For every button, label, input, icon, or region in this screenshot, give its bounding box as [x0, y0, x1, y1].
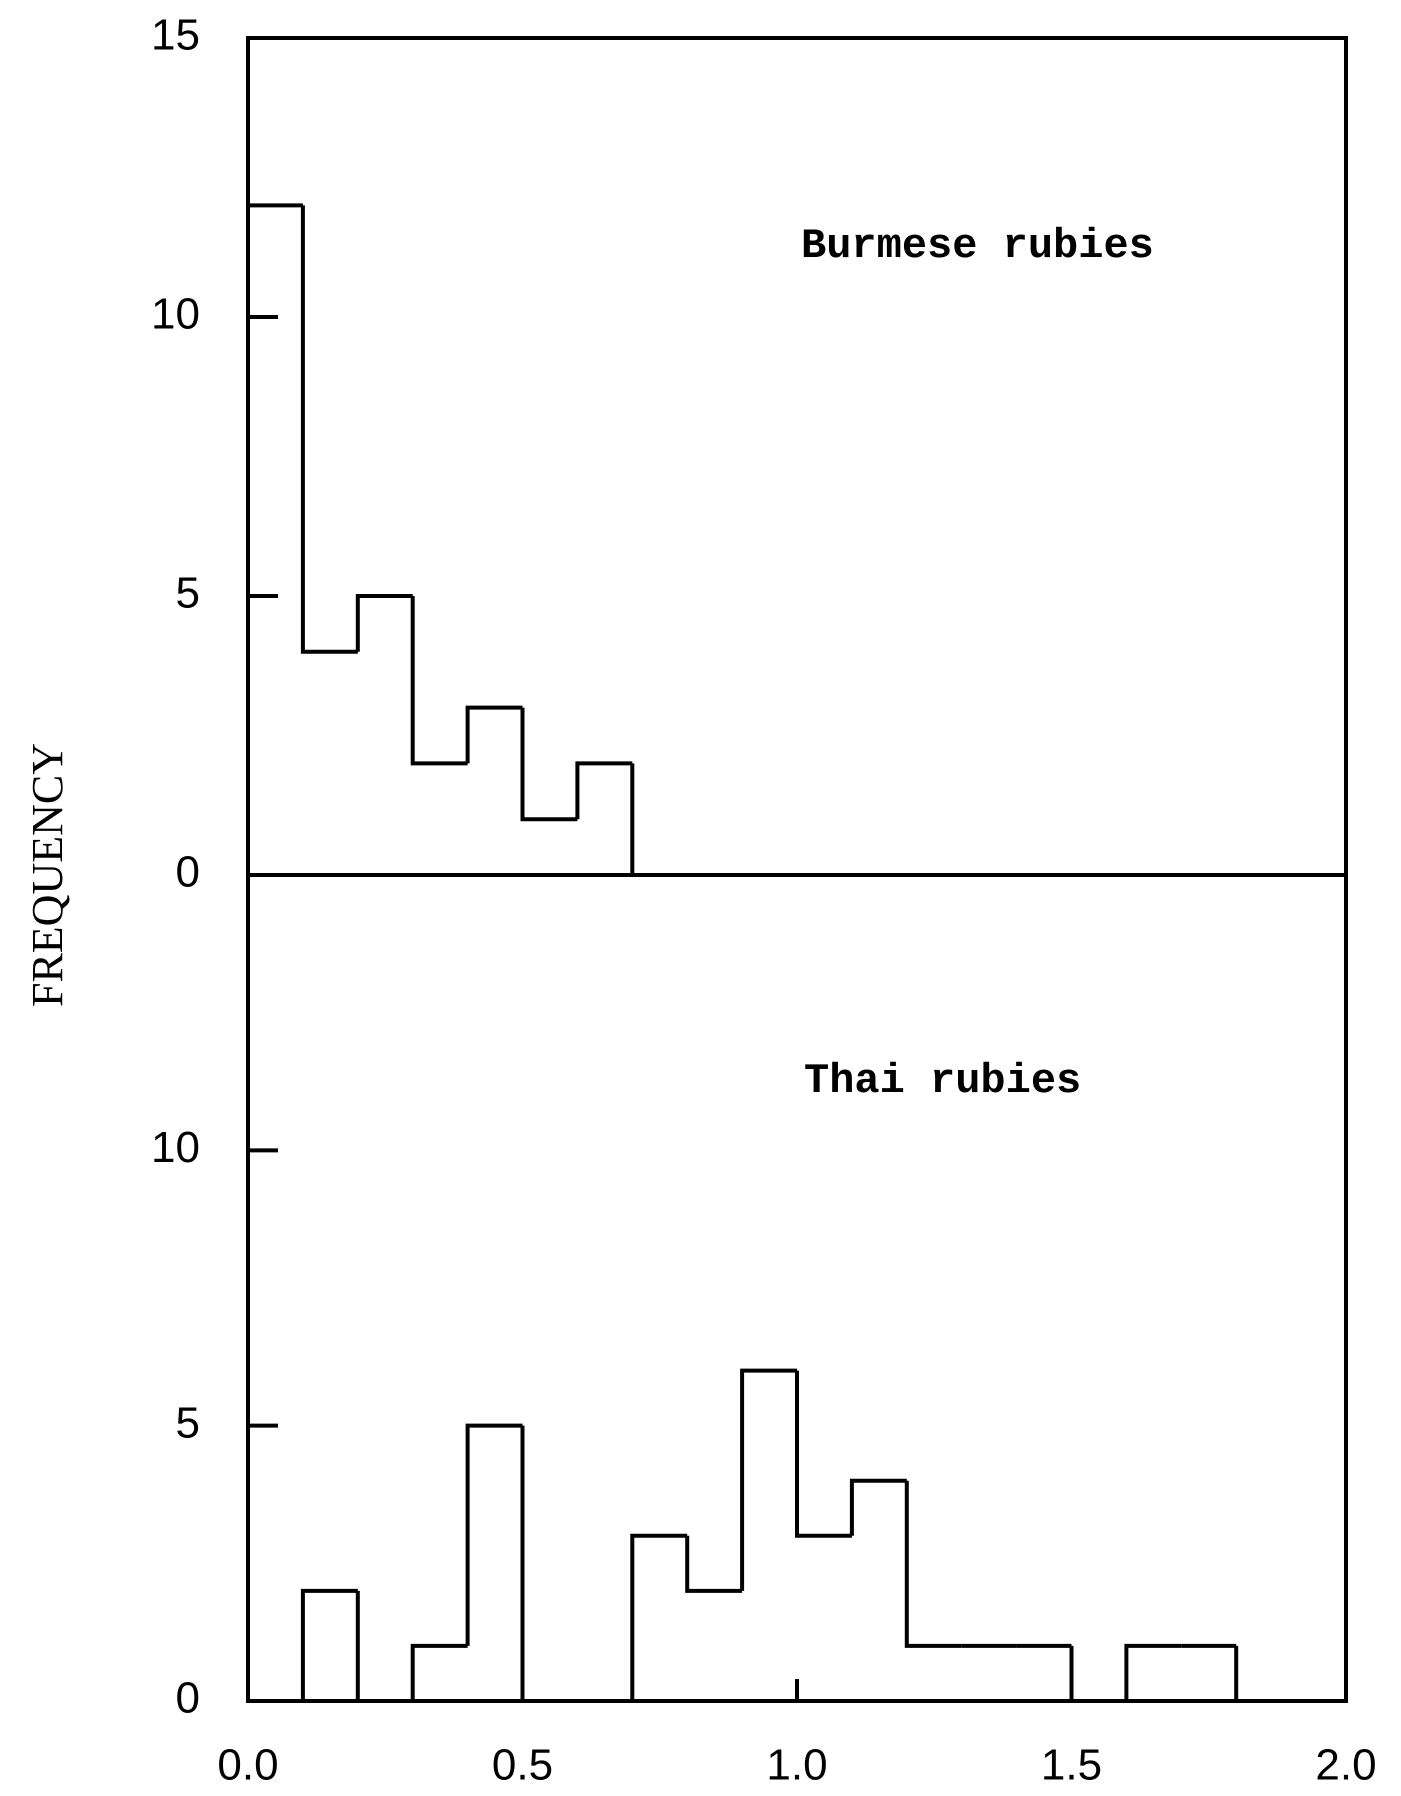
bar	[795, 1370, 852, 1538]
annotation: Burmese rubies	[801, 222, 1154, 270]
x-tick-label: 1.5	[1041, 1741, 1102, 1790]
bar	[849, 1478, 907, 1536]
bar	[246, 203, 303, 875]
y-tick-label: 10	[151, 1123, 200, 1172]
bar	[300, 1588, 358, 1701]
bar	[630, 763, 688, 877]
y-tick-label: 5	[176, 569, 200, 618]
y-tick-label: 15	[151, 11, 200, 60]
x-tick-label: 0.0	[217, 1741, 278, 1790]
x-tick-label: 0.5	[492, 1741, 553, 1790]
y-tick-label: 10	[151, 290, 200, 339]
bar	[1069, 1645, 1127, 1703]
bar	[520, 1425, 578, 1703]
y-axis-label: FREQUENCY	[23, 743, 72, 1007]
bar	[355, 594, 413, 652]
bar	[300, 205, 358, 654]
bar	[904, 1480, 962, 1648]
bar	[465, 705, 523, 764]
y-tick-label: 0	[176, 848, 200, 897]
bar	[1234, 1645, 1292, 1703]
annotation: Thai rubies	[804, 1057, 1081, 1105]
bar	[575, 761, 633, 820]
y-tick-label: 0	[176, 1674, 200, 1723]
x-tick-label: 2.0	[1315, 1741, 1376, 1790]
bar	[355, 1590, 413, 1703]
bar	[630, 1533, 688, 1701]
bar	[465, 1423, 523, 1646]
x-tick-label: 1.0	[766, 1741, 827, 1790]
bar	[685, 1535, 743, 1593]
bar	[410, 596, 468, 766]
bar	[520, 707, 578, 822]
bar	[410, 1643, 468, 1701]
bar	[1124, 1643, 1182, 1701]
bar	[740, 1368, 797, 1591]
y-tick-label: 5	[176, 1398, 200, 1447]
